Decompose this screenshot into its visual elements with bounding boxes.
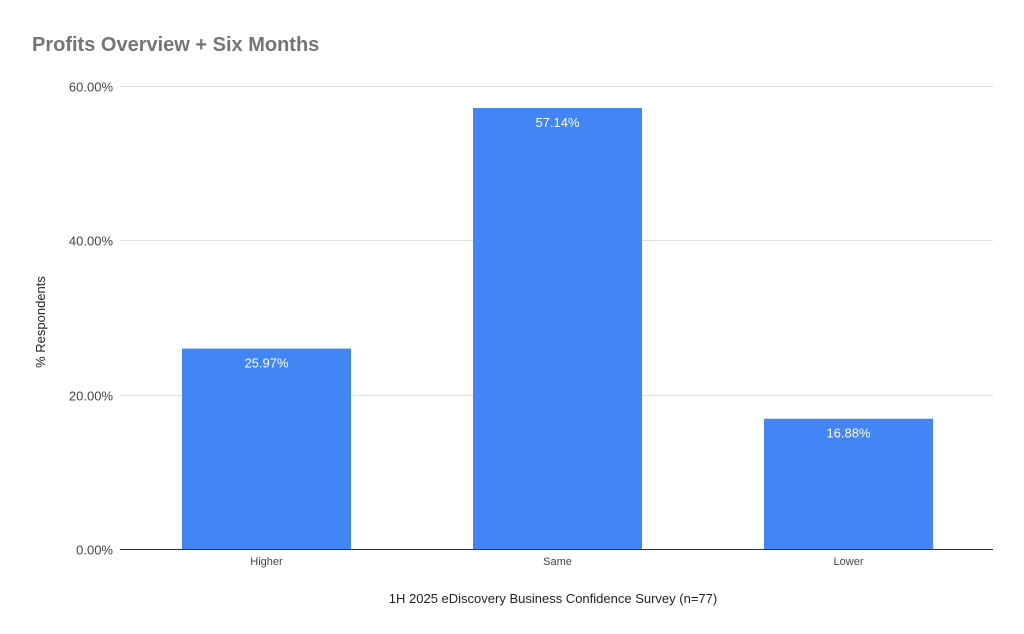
y-tick-label: 20.00% xyxy=(69,389,114,404)
x-tick-label: Same xyxy=(543,556,572,568)
y-axis-title: % Respondents xyxy=(33,276,48,368)
x-tick-label: Higher xyxy=(250,556,283,568)
x-axis-title: 1H 2025 eDiscovery Business Confidence S… xyxy=(389,591,717,606)
bar-lower xyxy=(764,418,933,549)
data-label: 57.14% xyxy=(535,115,580,130)
data-label: 25.97% xyxy=(244,356,289,371)
bar-higher xyxy=(182,348,351,549)
bars xyxy=(182,108,933,549)
data-label: 16.88% xyxy=(826,426,871,441)
x-axis-ticks: Higher Same Lower xyxy=(250,556,864,568)
bar-same xyxy=(473,108,642,549)
y-tick-label: 40.00% xyxy=(69,234,114,249)
y-tick-label: 60.00% xyxy=(69,80,114,95)
y-axis-ticks: 0.00% 20.00% 40.00% 60.00% xyxy=(69,80,114,558)
data-labels: 25.97% 57.14% 16.88% xyxy=(244,115,871,441)
x-tick-label: Lower xyxy=(834,556,864,568)
chart-title: Profits Overview + Six Months xyxy=(32,34,319,56)
y-tick-label: 0.00% xyxy=(76,543,113,558)
